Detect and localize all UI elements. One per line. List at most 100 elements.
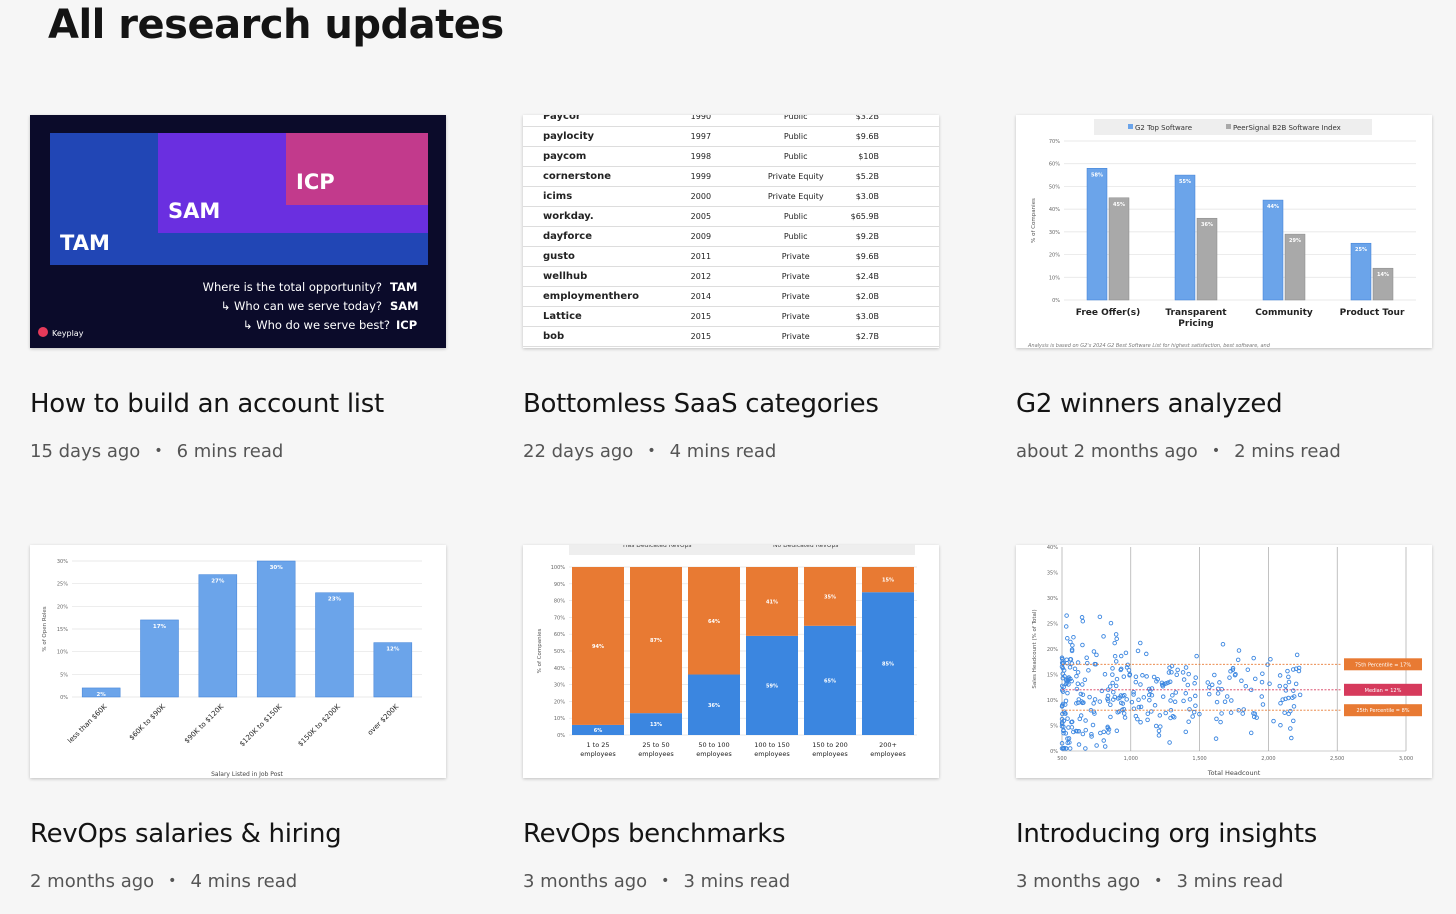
- scatter-point: [1101, 634, 1106, 639]
- scatter-point: [1067, 746, 1073, 751]
- card-age: 3 months ago: [523, 871, 648, 892]
- scatter-point: [1114, 728, 1120, 734]
- scatter-point: [1114, 676, 1120, 682]
- scatter-point: [1112, 653, 1118, 659]
- scatter-point: [1066, 682, 1071, 687]
- card-title[interactable]: How to build an account list: [30, 389, 384, 419]
- scatter-point: [1145, 711, 1151, 716]
- scatter-point: [1220, 641, 1226, 647]
- founded-year: 2009: [660, 226, 741, 247]
- x-category-label: over $200K: [366, 702, 400, 736]
- scatter-point: [1193, 675, 1198, 680]
- bar: [1196, 217, 1218, 301]
- research-card-revops-salaries[interactable]: 0% 5% 10% 15% 20% 25% 30% % of Open Roles 2% less…: [30, 545, 450, 905]
- research-card-saas-categories[interactable]: Paycor 1990 Public $3.2B paylocity 1997 Public…: [523, 115, 943, 475]
- scatter-point: [1277, 683, 1282, 689]
- card-title[interactable]: RevOps benchmarks: [523, 819, 786, 849]
- scatter-point: [1157, 713, 1163, 718]
- card-title[interactable]: RevOps salaries & hiring: [30, 819, 342, 849]
- card-thumbnail[interactable]: G2 Top Software PeerSignal B2B Software I…: [1016, 115, 1432, 348]
- y-tick-label: 90%: [554, 582, 565, 588]
- card-read-time: 3 mins read: [1176, 871, 1284, 892]
- scatter-point: [1291, 694, 1297, 699]
- valuation: $5.2B: [850, 166, 939, 187]
- y-tick-label: 5%: [60, 672, 68, 678]
- card-title[interactable]: Bottomless SaaS categories: [523, 389, 879, 419]
- scatter-point: [1260, 702, 1266, 707]
- chart-footnote: Analysis is based on G2's 2024 G2 Best S…: [1027, 343, 1271, 348]
- scatter-point: [1138, 719, 1143, 725]
- legend-swatch: [1128, 124, 1133, 129]
- legend-swatch: [1226, 124, 1231, 129]
- y-tick-label: 80%: [554, 599, 565, 605]
- founded-year: 2005: [660, 206, 741, 227]
- scatter-point: [1167, 740, 1172, 745]
- bar-segment: [862, 567, 914, 593]
- card-title[interactable]: Introducing org insights: [1016, 819, 1318, 849]
- scatter-point: [1239, 678, 1244, 683]
- research-card-g2-winners[interactable]: G2 Top Software PeerSignal B2B Software I…: [1016, 115, 1436, 475]
- scatter-point: [1105, 696, 1110, 702]
- scatter-point: [1063, 698, 1069, 704]
- research-card-org-insights[interactable]: 0% 5% 10% 15% 20% 25% 30% 35% 40% 500 1,000 1,500 2,…: [1016, 545, 1436, 905]
- scatter-point: [1283, 688, 1289, 693]
- x-tick-label: 1,000: [1124, 756, 1138, 762]
- page-title: All research updates: [48, 2, 504, 48]
- scatter-point: [1059, 655, 1065, 661]
- x-category-label: employees: [696, 750, 732, 758]
- company-status: Public: [740, 146, 851, 167]
- scatter-point: [1236, 708, 1241, 713]
- valuation: $10B: [850, 146, 939, 167]
- scatter-point: [1286, 711, 1291, 717]
- scatter-point: [1076, 728, 1082, 734]
- scatter-point: [1138, 640, 1143, 646]
- card-title[interactable]: G2 winners analyzed: [1016, 389, 1283, 419]
- scatter-point: [1181, 677, 1187, 682]
- research-card-account-list[interactable]: TAM SAM ICP Where is the total opportuni…: [30, 115, 450, 475]
- valuation: $2.4B: [850, 266, 939, 287]
- scatter-point: [1065, 736, 1070, 741]
- scatter-point: [1064, 657, 1069, 662]
- svg-text:TAM: TAM: [390, 280, 417, 294]
- data-label: 30%: [270, 565, 284, 571]
- scatter-point: [1061, 724, 1066, 729]
- scatter-point: [1145, 717, 1150, 723]
- founded-year: 2011: [660, 246, 741, 267]
- scatter-point: [1122, 693, 1127, 698]
- founded-year: 2000: [660, 186, 741, 207]
- card-thumbnail[interactable]: Has Dedicated RevOps No Dedicated RevOps 0…: [523, 545, 939, 778]
- scatter-point: [1070, 643, 1075, 648]
- card-meta: 15 days ago • 6 mins read: [30, 441, 283, 462]
- scatter-point: [1080, 682, 1085, 687]
- card-thumbnail[interactable]: 0% 5% 10% 15% 20% 25% 30% 35% 40% 500 1,000 1,500 2,…: [1016, 545, 1432, 778]
- scatter-point: [1059, 704, 1065, 709]
- card-thumbnail[interactable]: Paycor 1990 Public $3.2B paylocity 1997 Public…: [523, 115, 939, 348]
- scatter-point: [1121, 674, 1127, 679]
- scatter-point: [1088, 707, 1094, 713]
- founded-year: 2012: [660, 266, 741, 287]
- scatter-point: [1285, 668, 1290, 674]
- scatter-point: [1111, 689, 1116, 695]
- company-status: Private Equity: [740, 166, 851, 187]
- chart-legend: [569, 545, 915, 555]
- scatter-point: [1170, 713, 1176, 719]
- scatter-point: [1059, 741, 1065, 746]
- y-tick-label: 15%: [1047, 673, 1058, 679]
- x-category-label: Free Offer(s): [1076, 308, 1140, 318]
- scatter-point: [1144, 651, 1149, 657]
- research-card-revops-benchmarks[interactable]: Has Dedicated RevOps No Dedicated RevOps 0…: [523, 545, 943, 905]
- scatter-point: [1160, 694, 1166, 699]
- scatter-point: [1193, 703, 1198, 708]
- scatter-point: [1288, 726, 1293, 731]
- scatter-point: [1089, 731, 1094, 737]
- scatter-point: [1168, 707, 1174, 713]
- bar-segment: [746, 567, 798, 636]
- scatter-point: [1092, 711, 1097, 716]
- card-thumbnail[interactable]: 0% 5% 10% 15% 20% 25% 30% % of Open Roles 2% less…: [30, 545, 446, 778]
- data-label: 23%: [328, 597, 342, 603]
- card-thumbnail[interactable]: TAM SAM ICP Where is the total opportuni…: [30, 115, 446, 348]
- chart-legend: [1094, 119, 1372, 135]
- scatter-point: [1187, 697, 1193, 702]
- company-logo: Lattice: [523, 306, 661, 327]
- data-label: 2%: [96, 692, 106, 698]
